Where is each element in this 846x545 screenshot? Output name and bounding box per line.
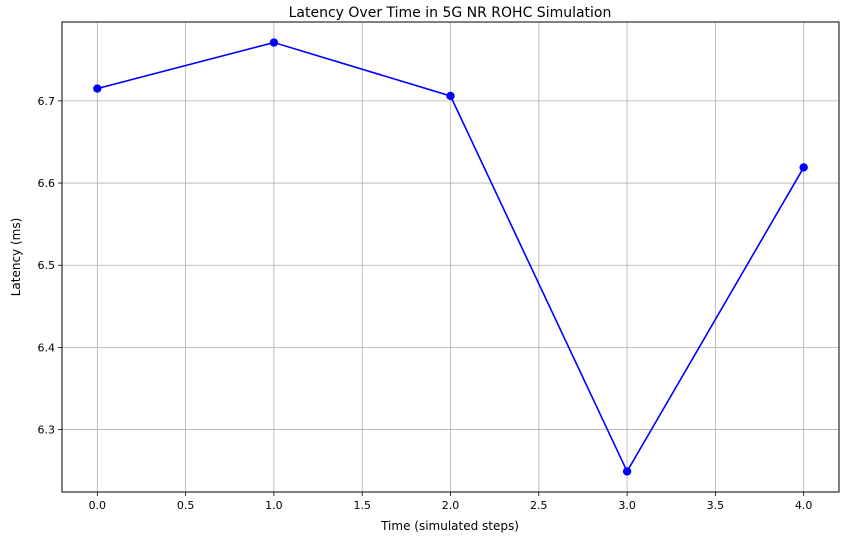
x-tick-label: 4.0 (795, 499, 813, 512)
chart-title: Latency Over Time in 5G NR ROHC Simulati… (289, 5, 612, 21)
data-point-marker (269, 38, 279, 47)
data-point-marker (446, 91, 455, 101)
gridlines (62, 22, 839, 492)
x-tick-label: 3.0 (618, 499, 636, 512)
x-tick-label: 1.5 (353, 499, 371, 512)
y-axis: 6.3 6.4 6.5 6.6 6.7 (38, 95, 62, 437)
x-tick-label: 3.5 (707, 499, 725, 512)
data-point-marker (93, 84, 102, 93)
x-tick-label: 1.0 (265, 499, 283, 512)
y-tick-label: 6.7 (38, 95, 56, 108)
x-tick-label: 2.5 (530, 499, 548, 512)
y-tick-label: 6.5 (38, 259, 56, 272)
x-axis: 0.0 0.5 1.0 1.5 2.0 2.5 3.0 3.5 4.0 (89, 492, 813, 512)
x-tick-label: 2.0 (442, 499, 460, 512)
x-tick-label: 0.5 (177, 499, 195, 512)
data-point-marker (622, 467, 632, 476)
data-point-marker (799, 163, 808, 172)
y-tick-label: 6.4 (38, 341, 56, 354)
x-axis-title: Time (simulated steps) (380, 519, 519, 533)
y-axis-title: Latency (ms) (9, 218, 23, 297)
x-tick-label: 0.0 (89, 499, 107, 512)
y-tick-label: 6.3 (38, 424, 56, 437)
markers-layer (93, 38, 808, 476)
y-tick-label: 6.6 (38, 177, 56, 190)
